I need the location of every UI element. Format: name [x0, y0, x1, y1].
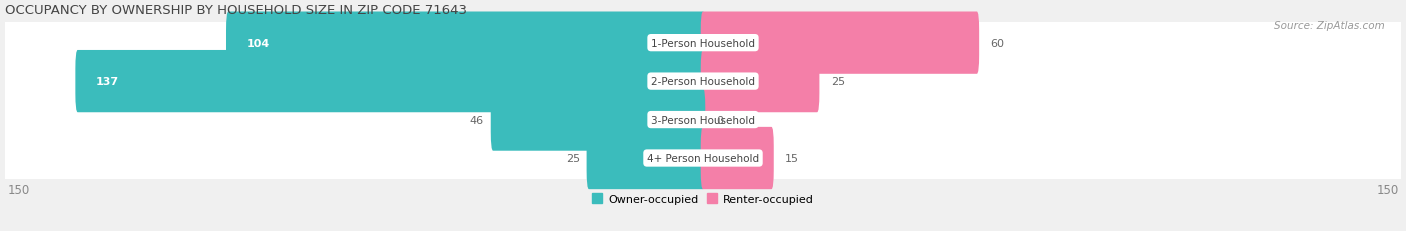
FancyBboxPatch shape: [586, 127, 706, 189]
FancyBboxPatch shape: [700, 12, 979, 74]
Text: 2-Person Household: 2-Person Household: [651, 77, 755, 87]
Text: 104: 104: [246, 39, 270, 49]
FancyBboxPatch shape: [0, 85, 1406, 156]
Text: 25: 25: [565, 153, 579, 163]
Text: 4+ Person Household: 4+ Person Household: [647, 153, 759, 163]
Text: 60: 60: [991, 39, 1004, 49]
Text: 15: 15: [785, 153, 799, 163]
FancyBboxPatch shape: [700, 51, 820, 113]
FancyBboxPatch shape: [700, 127, 773, 189]
Text: OCCUPANCY BY OWNERSHIP BY HOUSEHOLD SIZE IN ZIP CODE 71643: OCCUPANCY BY OWNERSHIP BY HOUSEHOLD SIZE…: [4, 4, 467, 17]
Text: 0: 0: [717, 115, 724, 125]
FancyBboxPatch shape: [226, 12, 706, 74]
FancyBboxPatch shape: [0, 46, 1406, 117]
FancyBboxPatch shape: [491, 89, 706, 151]
Text: 3-Person Household: 3-Person Household: [651, 115, 755, 125]
FancyBboxPatch shape: [0, 123, 1406, 194]
Text: 1-Person Household: 1-Person Household: [651, 39, 755, 49]
Text: 137: 137: [96, 77, 120, 87]
Text: Source: ZipAtlas.com: Source: ZipAtlas.com: [1274, 21, 1385, 31]
Text: 25: 25: [831, 77, 845, 87]
FancyBboxPatch shape: [76, 51, 706, 113]
FancyBboxPatch shape: [0, 8, 1406, 79]
Legend: Owner-occupied, Renter-occupied: Owner-occupied, Renter-occupied: [588, 189, 818, 208]
Text: 46: 46: [470, 115, 484, 125]
